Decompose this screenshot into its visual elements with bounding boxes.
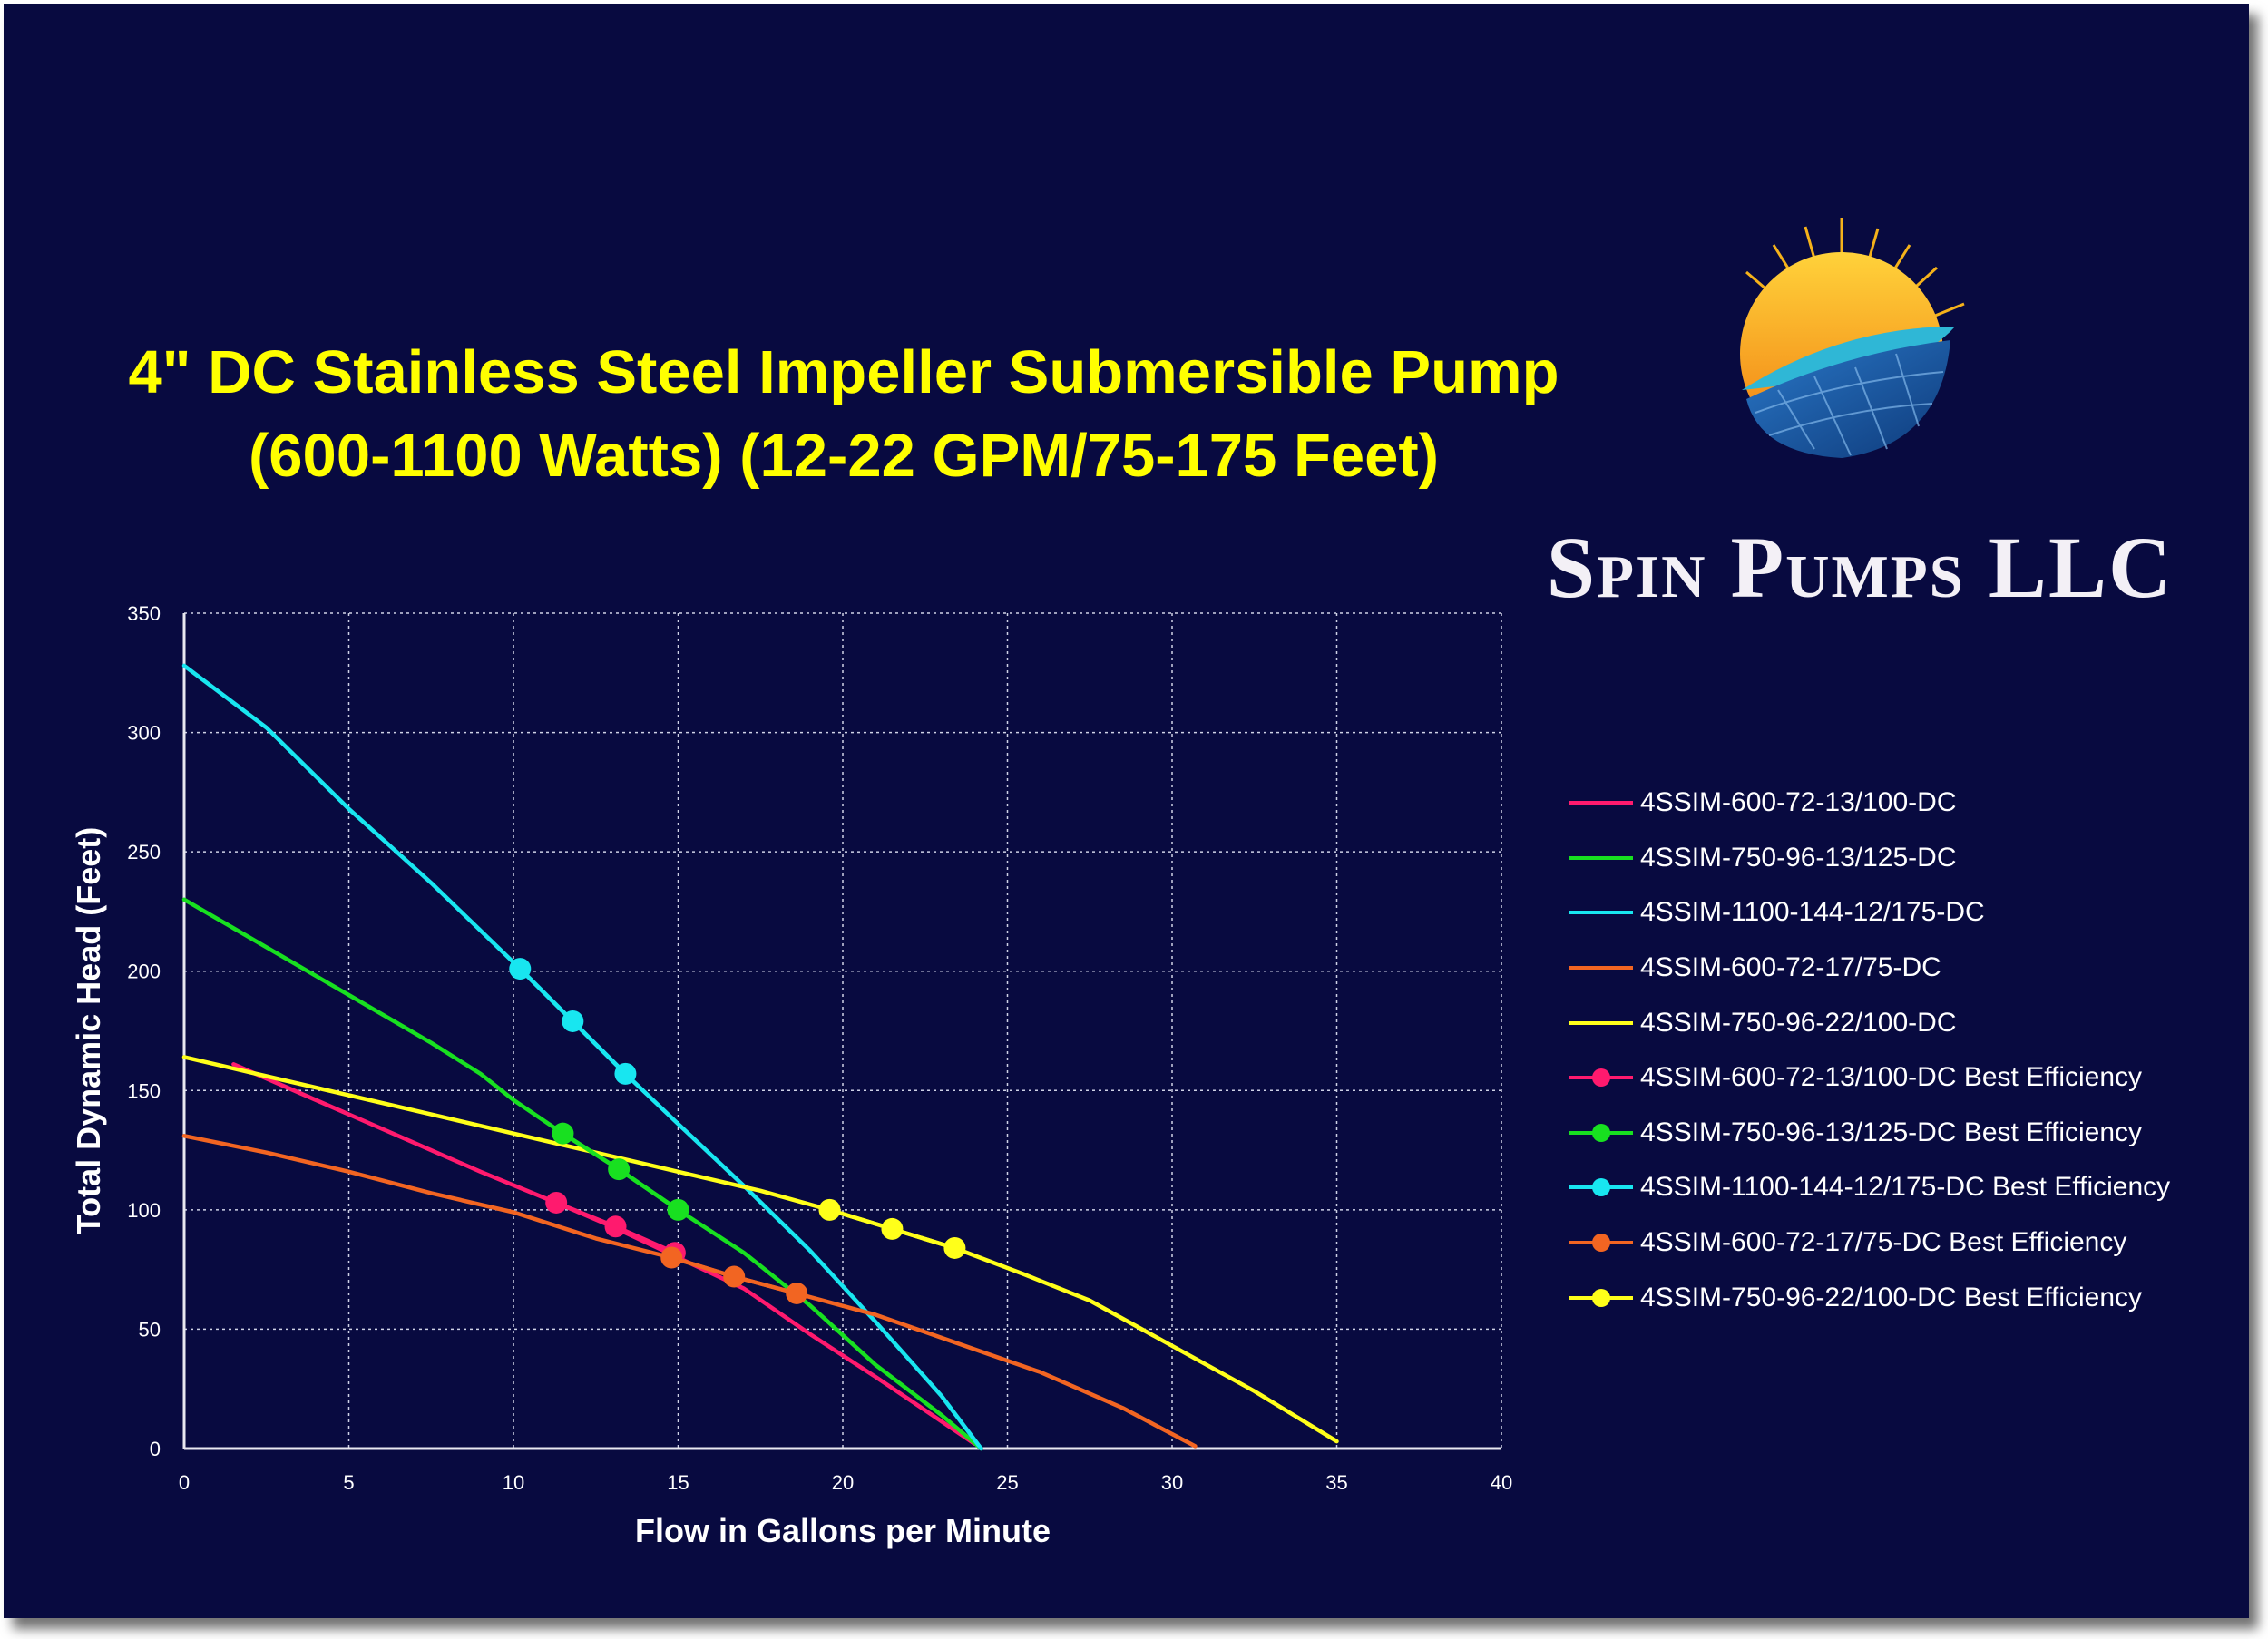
legend-item: 4SSIM-750-96-22/100-DC Best Efficiency xyxy=(1569,1270,2241,1325)
best-efficiency-point xyxy=(614,1062,637,1085)
legend-item: 4SSIM-600-72-17/75-DC xyxy=(1569,941,2241,996)
legend-swatch xyxy=(1569,1068,1633,1088)
x-tick-label: 35 xyxy=(1325,1471,1347,1494)
best-efficiency-point xyxy=(786,1282,808,1304)
x-tick-label: 5 xyxy=(343,1471,354,1494)
legend-label: 4SSIM-750-96-13/125-DC Best Efficiency xyxy=(1640,1117,2143,1147)
legend-label: 4SSIM-600-72-13/100-DC xyxy=(1640,787,1957,818)
x-axis-title: Flow in Gallons per Minute xyxy=(635,1512,1051,1549)
legend-swatch xyxy=(1569,1014,1633,1032)
y-tick-label: 150 xyxy=(127,1079,161,1102)
y-axis-title: Total Dynamic Head (Feet) xyxy=(70,827,107,1234)
legend-swatch xyxy=(1569,1234,1633,1253)
best-efficiency-point xyxy=(608,1158,631,1181)
best-efficiency-point xyxy=(881,1217,904,1240)
x-tick-label: 40 xyxy=(1491,1471,1512,1494)
legend-swatch xyxy=(1569,1123,1633,1142)
best-efficiency-point xyxy=(818,1198,841,1221)
legend-swatch xyxy=(1569,1288,1633,1307)
legend-item: 4SSIM-600-72-17/75-DC Best Efficiency xyxy=(1569,1215,2241,1271)
y-tick-label: 50 xyxy=(139,1318,161,1341)
y-tick-label: 100 xyxy=(127,1199,161,1222)
y-tick-label: 250 xyxy=(127,841,161,863)
legend-item: 4SSIM-1100-144-12/175-DC Best Efficiency xyxy=(1569,1160,2241,1215)
legend-swatch xyxy=(1569,794,1633,812)
x-tick-label: 15 xyxy=(667,1471,689,1494)
brand-logo-icon xyxy=(1740,218,1965,458)
legend-item: 4SSIM-750-96-13/125-DC xyxy=(1569,831,2241,886)
best-efficiency-point xyxy=(562,1010,584,1032)
legend-label: 4SSIM-600-72-13/100-DC Best Efficiency xyxy=(1640,1062,2143,1093)
legend-label: 4SSIM-1100-144-12/175-DC xyxy=(1640,897,1985,928)
best-efficiency-point xyxy=(509,958,532,980)
legend-item: 4SSIM-600-72-13/100-DC xyxy=(1569,776,2241,831)
y-tick-label: 200 xyxy=(127,961,161,983)
legend-item: 4SSIM-750-96-13/125-DC Best Efficiency xyxy=(1569,1106,2241,1161)
y-tick-label: 0 xyxy=(150,1438,161,1460)
legend-item: 4SSIM-750-96-22/100-DC xyxy=(1569,995,2241,1050)
legend-label: 4SSIM-750-96-22/100-DC Best Efficiency xyxy=(1640,1282,2143,1312)
legend-label: 4SSIM-600-72-17/75-DC xyxy=(1640,952,1941,983)
best-efficiency-point xyxy=(660,1246,683,1269)
series-line xyxy=(231,1062,977,1446)
legend-label: 4SSIM-750-96-22/100-DC xyxy=(1640,1007,1957,1038)
best-efficiency-point xyxy=(667,1198,689,1221)
legend-swatch xyxy=(1569,1178,1633,1197)
legend-item: 4SSIM-1100-144-12/175-DC xyxy=(1569,885,2241,941)
legend-swatch xyxy=(1569,959,1633,977)
chart-legend: 4SSIM-600-72-13/100-DC 4SSIM-750-96-13/12… xyxy=(1569,776,2241,1325)
legend-item: 4SSIM-600-72-13/100-DC Best Efficiency xyxy=(1569,1050,2241,1106)
x-tick-label: 20 xyxy=(832,1471,854,1494)
legend-swatch xyxy=(1569,849,1633,867)
x-tick-label: 30 xyxy=(1161,1471,1183,1494)
series-line xyxy=(181,1055,1339,1444)
best-efficiency-point xyxy=(604,1215,627,1238)
legend-label: 4SSIM-750-96-13/125-DC xyxy=(1640,842,1957,873)
best-efficiency-point xyxy=(552,1122,574,1145)
series-line xyxy=(181,663,983,1451)
best-efficiency-point xyxy=(545,1191,568,1214)
best-efficiency-point xyxy=(943,1236,966,1259)
x-tick-label: 25 xyxy=(996,1471,1018,1494)
chart-title-line-1: 4" DC Stainless Steel Impeller Submersib… xyxy=(128,338,1559,406)
x-tick-label: 0 xyxy=(179,1471,190,1494)
series-line xyxy=(181,1134,1198,1449)
best-efficiency-point xyxy=(723,1265,746,1288)
legend-swatch xyxy=(1569,903,1633,922)
legend-label: 4SSIM-600-72-17/75-DC Best Efficiency xyxy=(1640,1227,2127,1258)
chart-title-line-2: (600-1100 Watts) (12-22 GPM/75-175 Feet) xyxy=(248,422,1440,490)
y-tick-label: 300 xyxy=(127,722,161,745)
legend-label: 4SSIM-1100-144-12/175-DC Best Efficiency xyxy=(1640,1172,2171,1203)
x-tick-label: 10 xyxy=(503,1471,524,1494)
brand-name: Spin Pumps LLC xyxy=(1546,519,2174,616)
y-tick-label: 350 xyxy=(127,602,161,625)
